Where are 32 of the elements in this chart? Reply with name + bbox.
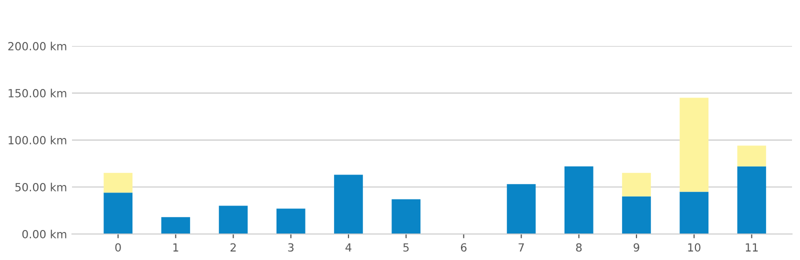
bar <box>104 192 132 234</box>
x-tick-label: 1 <box>173 243 178 252</box>
bar <box>737 146 766 166</box>
y-tick-label: 100.00 km <box>8 136 66 144</box>
x-tick-label: 11 <box>746 243 758 252</box>
y-tick-label: 150.00 km <box>8 88 66 98</box>
x-tick-label: 8 <box>576 243 582 252</box>
bar <box>392 199 420 234</box>
bar <box>104 172 132 193</box>
x-tick-label: 7 <box>518 243 524 252</box>
bar <box>564 166 594 234</box>
x-tick-label: 0 <box>115 243 121 252</box>
x-tick-label: 5 <box>403 243 409 252</box>
bar <box>680 192 708 234</box>
bar <box>622 172 651 196</box>
bar <box>506 184 536 234</box>
x-tick-label: 9 <box>634 243 640 252</box>
bar <box>622 196 651 234</box>
bar <box>680 98 708 192</box>
x-tick-label: 6 <box>460 243 467 252</box>
bar <box>334 174 363 234</box>
x-tick-label: 4 <box>345 243 352 252</box>
y-tick-label: 200.00 km <box>8 42 66 50</box>
x-tick-label: 3 <box>288 243 294 252</box>
bar <box>218 206 248 234</box>
bar <box>737 166 766 234</box>
bar <box>161 217 190 234</box>
x-tick-label: 2 <box>230 243 236 252</box>
y-tick-label: 50.00 km <box>15 182 66 192</box>
x-tick-label: 10 <box>688 243 700 252</box>
y-tick-label: 0.00 km <box>22 230 66 238</box>
bar <box>276 208 306 234</box>
